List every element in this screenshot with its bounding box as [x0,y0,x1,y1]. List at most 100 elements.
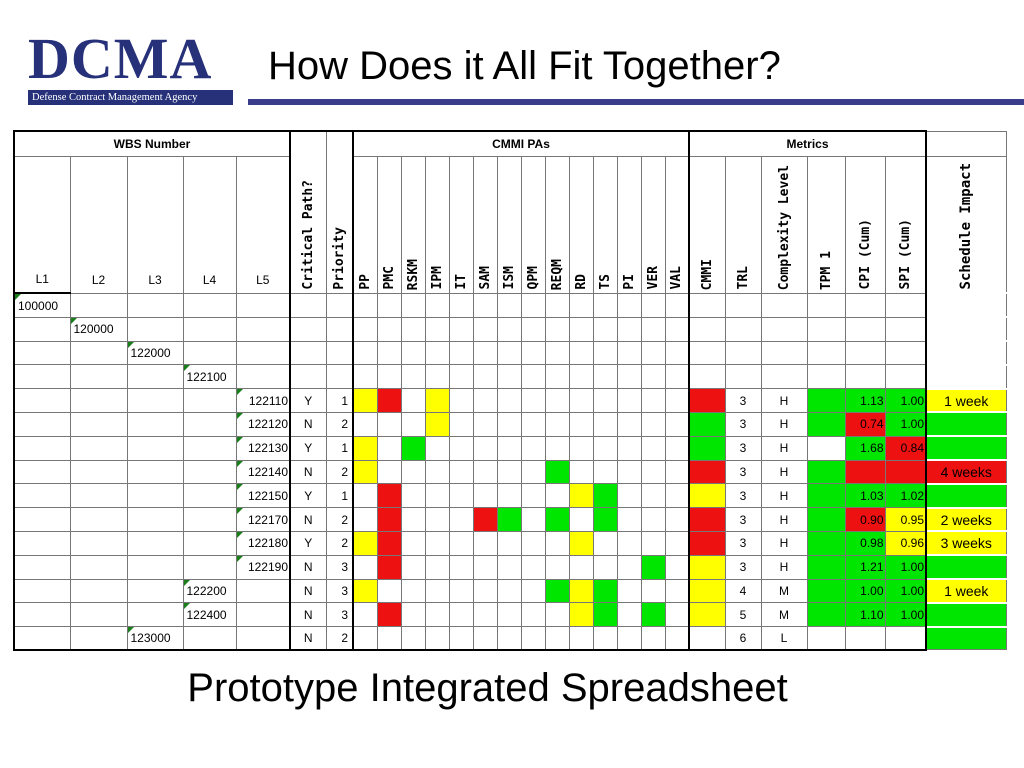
table-row: 122140 N 2 3 H 4 weeks [13,459,1007,485]
pa-status-cell [352,626,378,651]
wbs-level-3-cell [126,364,184,390]
pa-status-cell [640,626,666,651]
cpi-cell [844,459,886,485]
pa-status-cell [352,435,378,461]
pa-status-cell [472,316,498,342]
wbs-level-4-cell [182,292,237,318]
schedule-impact-cell [925,292,1007,318]
trl-cell [724,364,762,390]
pa-status-cell [472,340,498,366]
wbs-level-4-cell [182,626,237,651]
wbs-level-1-cell [13,340,71,366]
spi-cell [884,459,927,485]
pa-status-cell [520,435,546,461]
pa-status-cell [400,435,426,461]
critical-path-cell: N [289,459,327,485]
pa-status-cell [544,483,570,509]
trl-cell: 6 [724,626,762,651]
pa-status-cell [376,626,402,651]
pa-status-cell [640,411,666,437]
pa-status-cell [544,435,570,461]
pa-status-cell [664,507,690,532]
pa-status-cell [424,507,450,532]
pa-status-cell [664,626,690,651]
schedule-impact-cell [925,625,1007,651]
pa-status-cell [496,554,522,580]
wbs-level-2-cell [69,388,128,413]
pa-status-cell [664,364,690,390]
wbs-level-5-cell [235,340,291,366]
trl-cell [724,316,762,342]
dcma-logo: DCMA Defense Contract Management Agency [28,30,233,105]
pa-status-cell [496,578,522,604]
pa-status-cell [448,292,474,318]
metric-header-cpi-cum: CPI (Cum) [844,156,886,294]
wbs-level-1-cell [13,602,71,628]
pa-status-cell [376,578,402,604]
pa-status-cell [424,578,450,604]
wbs-level-2-cell [69,483,128,509]
pa-status-cell [520,292,546,318]
pa-status-cell [448,626,474,651]
pa-status-cell [472,292,498,318]
spi-cell: 1.00 [884,578,927,604]
wbs-level-4-cell [182,507,237,532]
pa-status-cell [664,435,690,461]
wbs-number: 122140 [247,464,288,479]
wbs-level-5-cell: 122150 [235,483,291,509]
table-row: 122150 Y 1 3 H 1.03 1.02 [13,482,1007,509]
wbs-level-4-cell [182,554,237,580]
pa-status-cell [496,530,522,556]
spi-cell: 0.95 [884,507,927,532]
wbs-level-1-cell [13,459,71,485]
pa-status-cell [640,578,666,604]
wbs-number: 122130 [247,441,288,456]
pa-status-cell [616,602,642,628]
pa-status-cell [544,364,570,390]
pa-status-cell [592,435,618,461]
comment-marker-icon [128,627,134,634]
pa-header-reqm: REQM [544,156,570,294]
pa-status-cell [448,435,474,461]
wbs-level-3-cell [126,602,184,628]
level-header-l3: L3 [126,156,184,294]
pa-status-cell [520,340,546,366]
wbs-level-4-cell [182,459,237,485]
cpi-cell: 1.03 [844,483,886,509]
wbs-level-2-cell [69,554,128,580]
pa-status-cell [544,316,570,342]
pa-status-cell [376,602,402,628]
pa-status-cell [448,602,474,628]
pa-header-sam: SAM [472,156,498,294]
pa-status-cell [448,316,474,342]
metric-header-trl: TRL [724,156,762,294]
pa-status-cell [616,507,642,532]
table-row: 123000 N 2 6 L [13,625,1007,651]
tpm-status-cell [806,292,846,318]
pa-header-ver: VER [640,156,666,294]
pa-header-it: IT [448,156,474,294]
wbs-level-3-cell [126,388,184,413]
pa-status-cell [496,626,522,651]
critical-path-cell: N [289,578,327,604]
priority-cell [325,316,354,342]
cpi-cell: 0.90 [844,507,886,532]
cmmi-status-cell [688,578,726,604]
wbs-level-3-cell [126,435,184,461]
pa-status-cell [352,316,378,342]
complexity-cell [760,340,808,366]
pa-status-cell [616,459,642,485]
wbs-level-1-cell [13,435,71,461]
tpm-status-cell [806,602,846,628]
pa-status-cell [400,459,426,485]
cmmi-status-cell [688,626,726,651]
table-row: 100000 [13,292,1007,318]
table-row: 122000 [13,340,1007,366]
pa-status-cell [616,578,642,604]
priority-cell: 2 [325,530,354,556]
pa-status-cell [352,530,378,556]
level-header-l2: L2 [69,156,128,294]
table-row: 122110 Y 1 3 H 1.13 1.00 1 week [13,387,1007,413]
pa-status-cell [640,435,666,461]
table-row: 122200 N 3 4 M 1.00 1.00 1 week [13,578,1007,604]
